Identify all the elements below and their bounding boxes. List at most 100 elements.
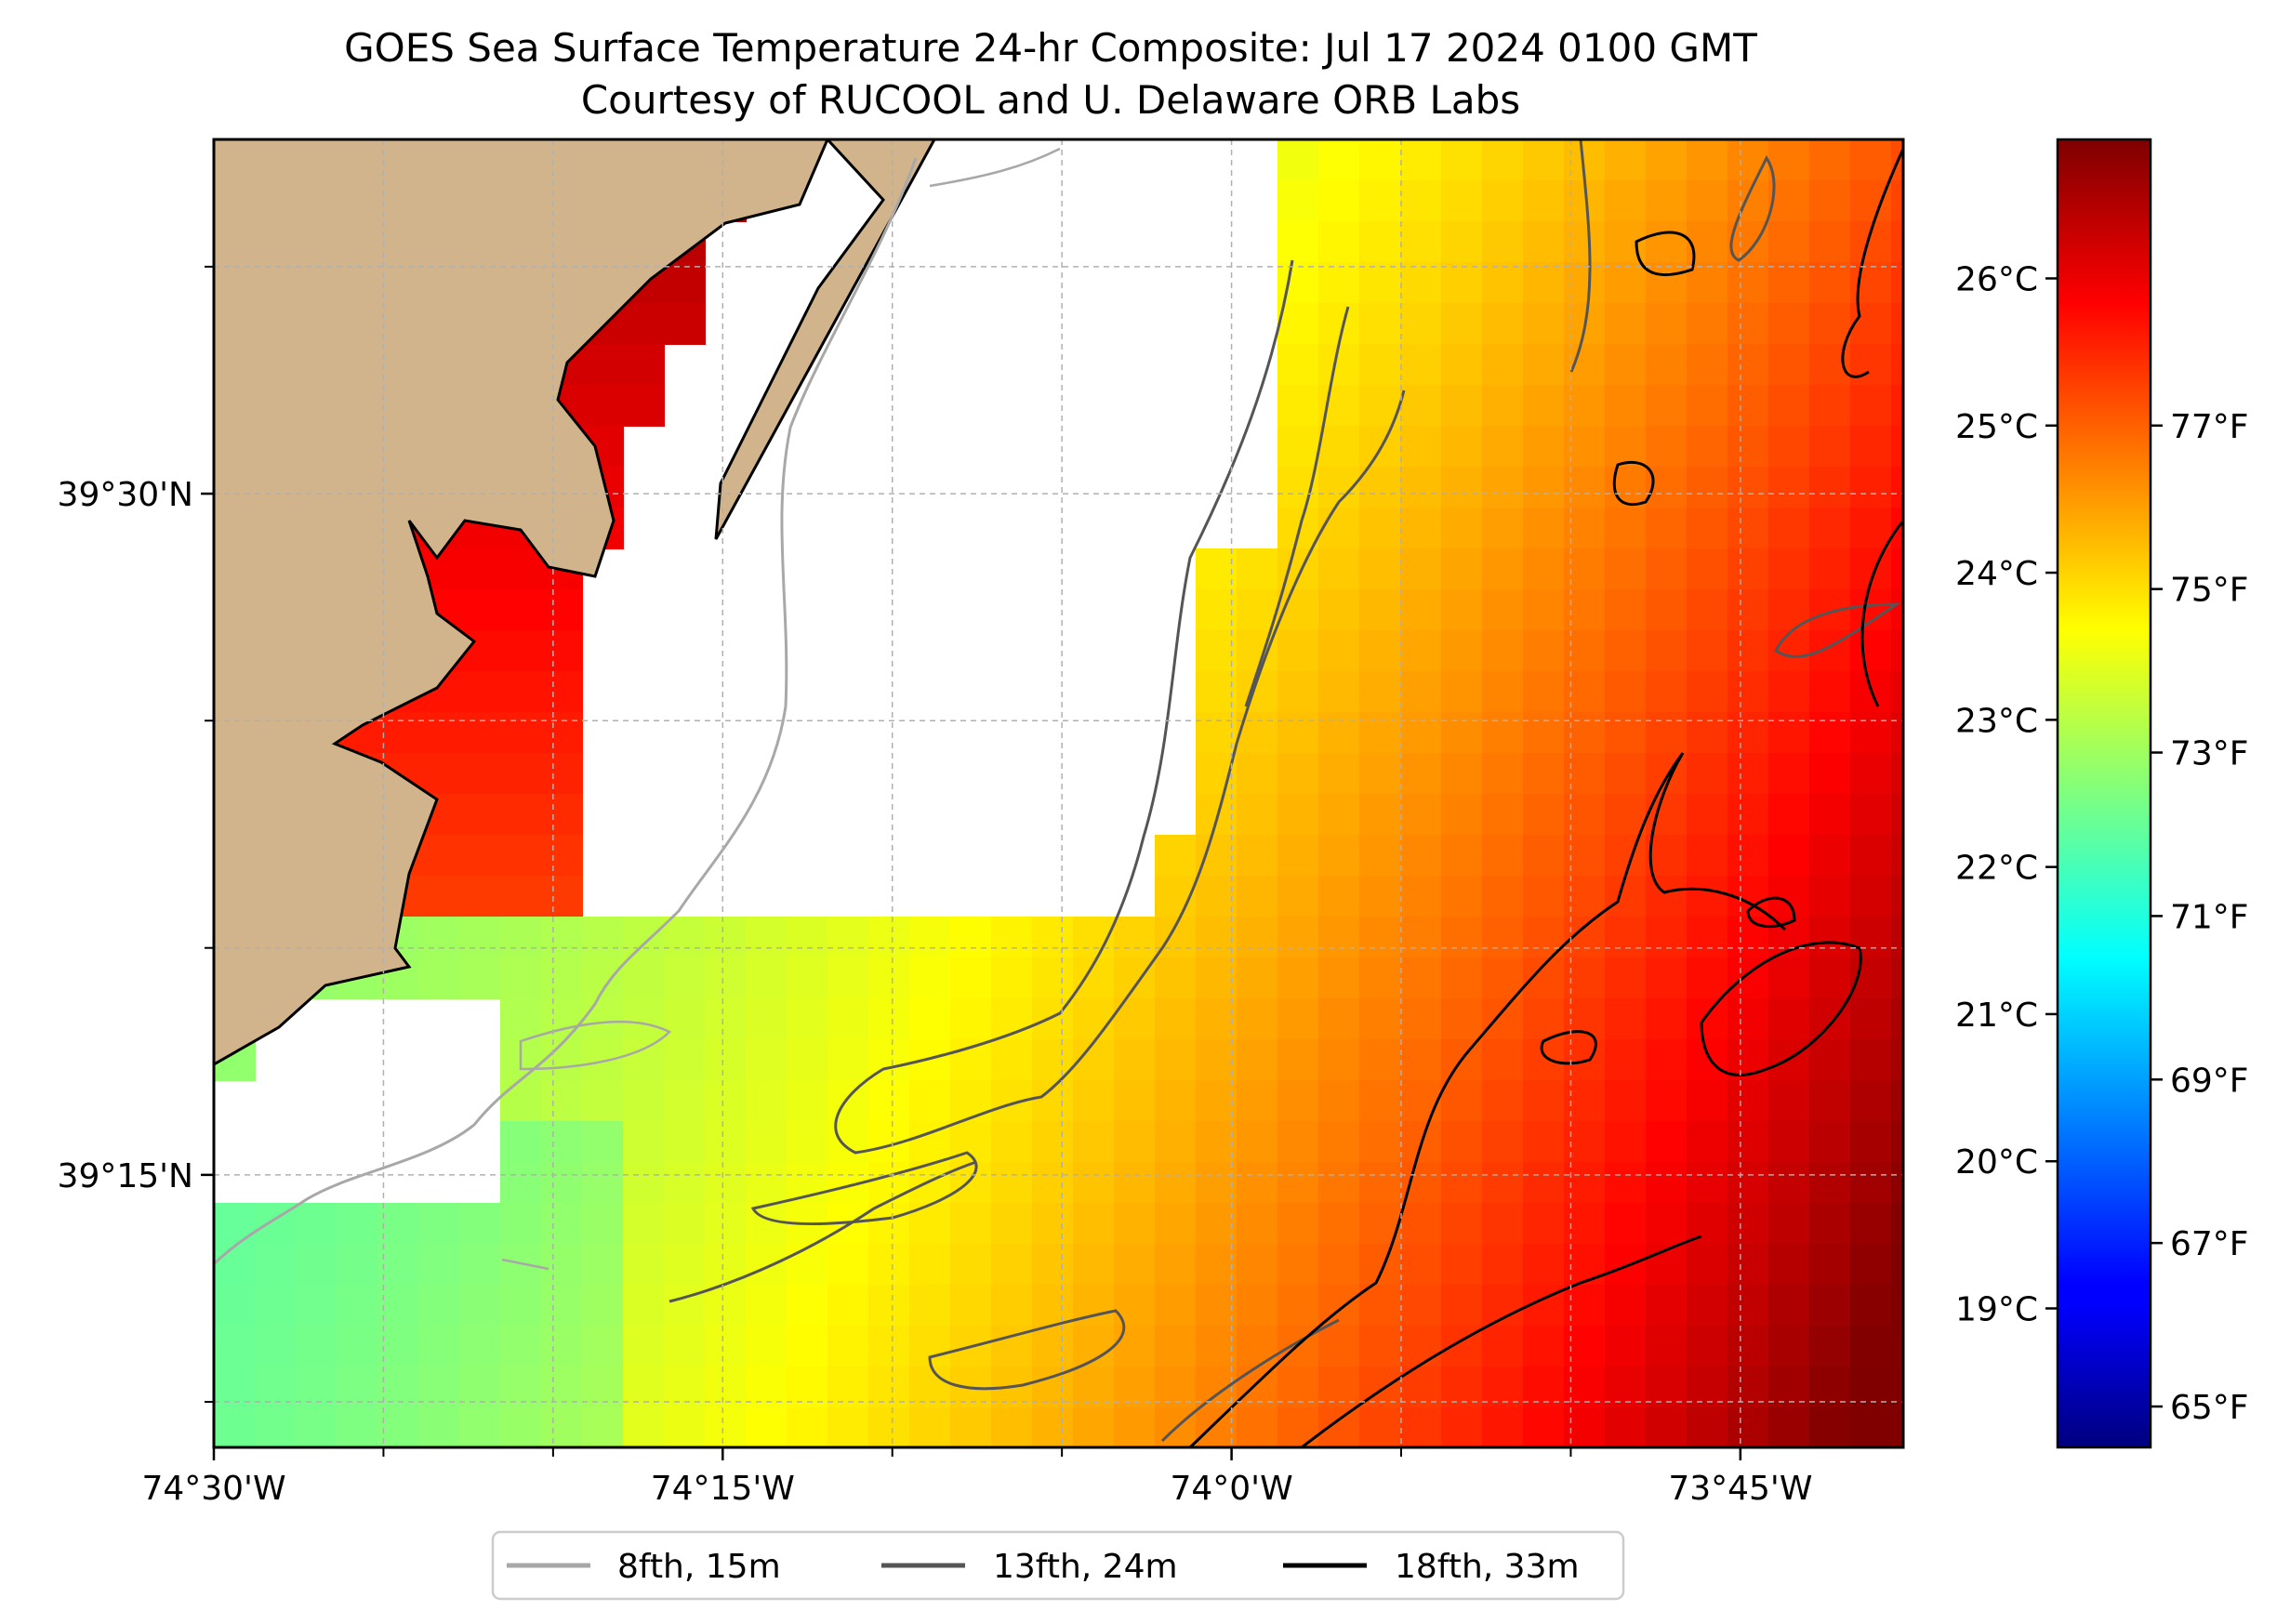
sst-cell [1359,957,1401,999]
sst-cell [705,1203,747,1245]
sst-cell [1605,917,1647,958]
figure-title: GOES Sea Surface Temperature 24-hr Compo… [344,25,1757,71]
sst-cell [500,1285,542,1327]
isobath-15m-line [214,157,918,1266]
sst-cell [1318,344,1360,386]
sst-cell [1809,508,1851,549]
sst-cell [664,303,706,345]
sst-cell [1114,957,1156,999]
sst-cell [1073,1162,1115,1204]
sst-cell [1850,712,1892,754]
sst-cell [1237,1407,1278,1447]
sst-cell [705,1162,747,1204]
sst-cell [909,998,951,1040]
sst-cell [1400,1039,1442,1081]
sst-cell [1523,1203,1565,1245]
sst-cell [1727,998,1769,1040]
sst-cell [1646,303,1688,345]
sst-cell [500,671,542,713]
sst-cell [1891,835,1903,877]
sst-cell [1768,1203,1810,1245]
sst-cell [1196,957,1238,999]
sst-cell [1359,835,1401,877]
sst-cell [950,1080,992,1122]
sst-cell [1768,876,1810,918]
sst-cell [1891,671,1903,713]
sst-cell [541,794,583,836]
sst-cell [664,1080,706,1122]
sst-cell [868,1326,910,1367]
sst-cell [1237,1039,1278,1081]
sst-cell [827,957,869,999]
sst-cell [1318,1244,1360,1286]
sst-cell [787,1080,828,1122]
isobath-33m [1188,148,1903,1447]
sst-cell [1523,180,1565,222]
sst-cell [1850,139,1892,181]
sst-cell [1646,671,1688,713]
sst-cell [1277,262,1319,304]
sst-cell [1605,262,1647,304]
lon-tick-label: 74°0'W [1170,1470,1292,1508]
sst-cell [1277,180,1319,222]
sst-cell [541,1203,583,1245]
fahrenheit-tick-label: 77°F [2170,408,2249,446]
sst-cell [1646,1285,1688,1327]
sst-cell [1441,1203,1483,1245]
sst-cell [1727,589,1769,631]
sst-cell [1359,1080,1401,1122]
land-areas [214,139,936,1066]
sst-cell [541,630,583,672]
sst-cell [1646,180,1688,222]
sst-cell [1196,835,1238,877]
sst-cell [1359,221,1401,263]
sst-cell [582,1121,624,1163]
sst-cell [1891,957,1903,999]
sst-cell [1727,753,1769,795]
isobath-24m-ne [1729,155,1776,262]
sst-cell [1400,303,1442,345]
sst-cell [1196,548,1238,590]
sst-cell [950,1285,992,1327]
sst-cell [1237,548,1278,590]
sst-cell [1237,998,1278,1040]
sst-cell [1809,1407,1851,1447]
sst-cell [705,1039,747,1081]
sst-cell [1482,957,1524,999]
sst-cell [1768,998,1810,1040]
sst-cell [1318,139,1360,181]
sst-cell [1114,1121,1156,1163]
sst-cell [623,1121,665,1163]
sst-cell [459,548,501,590]
sst-cell [1114,1285,1156,1327]
sst-cell [868,1407,910,1447]
sst-cell [868,1162,910,1204]
sst-cell [1114,1244,1156,1286]
sst-cell [1318,1407,1360,1447]
sst-cell [1605,712,1647,754]
sst-cell [582,957,624,999]
sst-cell [1482,303,1524,345]
sst-cell [1237,876,1278,918]
sst-cell [1891,1080,1903,1122]
sst-cell [1196,589,1238,631]
sst-cell [500,589,542,631]
sst-cell [1727,712,1769,754]
sst-cell [1237,835,1278,877]
sst-cell [664,1162,706,1204]
sst-cell [1032,1162,1074,1204]
sst-cell [1523,467,1565,508]
sst-cell [1359,1039,1401,1081]
sst-cell [1277,426,1319,468]
sst-cell [1850,344,1892,386]
sst-cell [664,957,706,999]
sst-cell [1400,630,1442,672]
celsius-tick-label: 26°C [1955,260,2038,298]
sst-cell [1196,671,1238,713]
sst-cell [1359,262,1401,304]
map-frame [212,138,1905,1449]
sst-cell [1646,712,1688,754]
sst-cell [1155,835,1197,877]
sst-cell [1482,835,1524,877]
sst-cell [1768,548,1810,590]
